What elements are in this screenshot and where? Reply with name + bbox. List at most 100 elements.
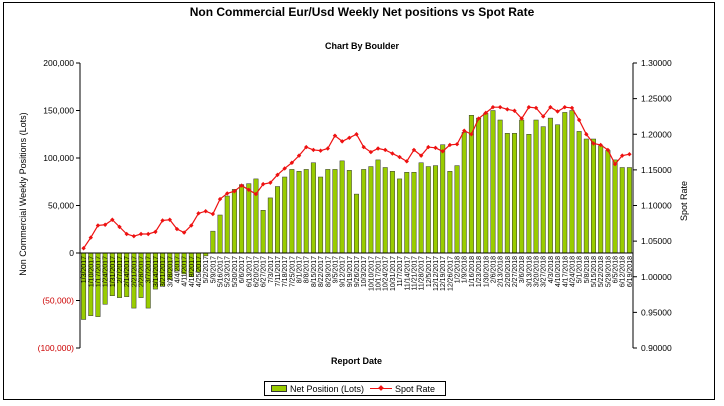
- x-tick-label: 5/29/2018: [605, 256, 612, 287]
- point-spot-rate: [332, 133, 338, 138]
- point-spot-rate: [339, 139, 345, 144]
- point-spot-rate: [189, 223, 194, 228]
- bar-net-position: [332, 169, 338, 254]
- bar-net-position: [217, 214, 223, 254]
- bar-net-position: [562, 112, 568, 254]
- point-spot-rate: [584, 132, 589, 137]
- x-tick-label: 7/25/2017: [289, 256, 296, 287]
- bar-net-position: [461, 132, 467, 254]
- bar-net-position: [382, 167, 388, 254]
- x-tick-label: 4/4/2017: [174, 256, 181, 283]
- y-right-tick-label: 1.05000: [641, 236, 672, 246]
- x-tick-label: 4/3/2018: [548, 256, 555, 283]
- bar-net-position: [346, 170, 352, 254]
- point-spot-rate: [569, 105, 575, 111]
- x-tick-label: 4/25/2017: [196, 256, 203, 287]
- point-spot-rate: [181, 230, 187, 235]
- y-right-tick-label: 1.20000: [641, 129, 672, 139]
- point-spot-rate: [325, 146, 330, 151]
- x-tick-label: 5/15/2018: [591, 256, 598, 287]
- bar-net-position: [411, 172, 417, 254]
- x-tick-label: 7/11/2017: [275, 256, 282, 287]
- bar-net-position: [555, 124, 561, 254]
- bar-net-position: [246, 183, 252, 254]
- x-tick-label: 4/24/2018: [569, 256, 576, 287]
- bar-net-position: [275, 186, 280, 254]
- x-tick-label: 9/5/2017: [332, 256, 339, 283]
- point-spot-rate: [304, 144, 309, 150]
- y-right-tick-label: 0.95000: [641, 307, 672, 317]
- point-spot-rate: [375, 146, 381, 151]
- bar-net-position: [210, 230, 216, 254]
- point-spot-rate: [526, 104, 532, 110]
- x-tick-label: 10/31/2017: [390, 256, 397, 291]
- x-tick-label: 5/16/2017: [218, 256, 225, 287]
- point-spot-rate: [260, 181, 266, 187]
- x-tick-label: 10/10/2017: [368, 256, 375, 291]
- y-right-tick-label: 1.30000: [641, 58, 672, 68]
- point-spot-rate: [512, 108, 517, 113]
- point-spot-rate: [217, 196, 223, 202]
- point-spot-rate: [311, 147, 316, 153]
- x-tick-label: 5/23/2017: [225, 256, 232, 287]
- bar-net-position: [318, 176, 324, 254]
- x-tick-label: 2/27/2018: [512, 256, 519, 287]
- x-tick-label: 8/15/2017: [311, 256, 318, 287]
- point-spot-rate: [620, 153, 625, 158]
- x-tick-label: 6/19/2018: [627, 256, 634, 287]
- bar-net-position: [282, 176, 288, 254]
- bar-net-position: [267, 197, 273, 254]
- x-tick-label: 8/29/2017: [325, 256, 332, 287]
- point-spot-rate: [160, 218, 165, 223]
- y-axis-right-label: Spot Rate: [679, 180, 689, 222]
- x-tick-label: 11/7/2017: [397, 256, 404, 287]
- point-spot-rate: [533, 105, 539, 111]
- point-spot-rate: [627, 152, 632, 157]
- bar-net-position: [540, 126, 546, 254]
- bar-net-position: [483, 113, 489, 254]
- legend-item-spot-rate: Spot Rate: [370, 384, 435, 394]
- point-spot-rate: [505, 107, 510, 112]
- bar-net-position: [533, 119, 539, 254]
- point-spot-rate: [383, 147, 388, 153]
- bar-net-position: [569, 110, 575, 254]
- point-spot-rate: [232, 189, 237, 194]
- x-tick-label: 3/6/2018: [519, 256, 526, 283]
- bar-net-position: [440, 144, 446, 254]
- point-spot-rate: [447, 142, 453, 148]
- x-tick-label: 10/3/2017: [361, 256, 368, 287]
- point-spot-rate: [167, 217, 172, 222]
- x-tick-label: 12/5/2017: [426, 256, 433, 287]
- bar-net-position: [447, 171, 453, 254]
- bar-net-position: [454, 165, 460, 254]
- point-spot-rate: [117, 224, 122, 230]
- x-axis-label: Report Date: [330, 356, 382, 366]
- point-spot-rate: [196, 211, 201, 216]
- point-spot-rate: [591, 141, 596, 146]
- bar-net-position: [583, 138, 589, 254]
- point-spot-rate: [146, 231, 151, 237]
- x-tick-label: 11/21/2017: [411, 256, 418, 291]
- x-tick-label: 9/26/2017: [354, 256, 361, 287]
- x-tick-label: 1/16/2018: [469, 256, 476, 287]
- x-tick-label: 5/9/2017: [210, 256, 217, 283]
- point-spot-rate: [433, 145, 438, 150]
- x-tick-label: 6/20/2017: [253, 256, 260, 287]
- chart-frame: [3, 2, 715, 400]
- point-spot-rate: [541, 114, 546, 119]
- x-tick-label: 5/1/2018: [577, 256, 584, 283]
- legend-item-net-position: Net Position (Lots): [271, 384, 364, 394]
- point-spot-rate: [246, 187, 251, 193]
- x-tick-label: 3/27/2018: [541, 256, 548, 287]
- point-spot-rate: [555, 109, 560, 114]
- y-left-tick-label: (50,000): [42, 296, 74, 306]
- point-spot-rate: [174, 226, 180, 232]
- bar-net-position: [547, 117, 553, 254]
- point-spot-rate: [426, 144, 431, 150]
- y-right-tick-label: 1.25000: [641, 94, 672, 104]
- x-tick-label: 2/20/2018: [505, 256, 512, 287]
- bar-net-position: [626, 167, 632, 254]
- chart-subtitle: Chart By Boulder: [324, 41, 399, 51]
- point-spot-rate: [440, 149, 445, 154]
- y-left-tick-label: 0: [69, 248, 74, 258]
